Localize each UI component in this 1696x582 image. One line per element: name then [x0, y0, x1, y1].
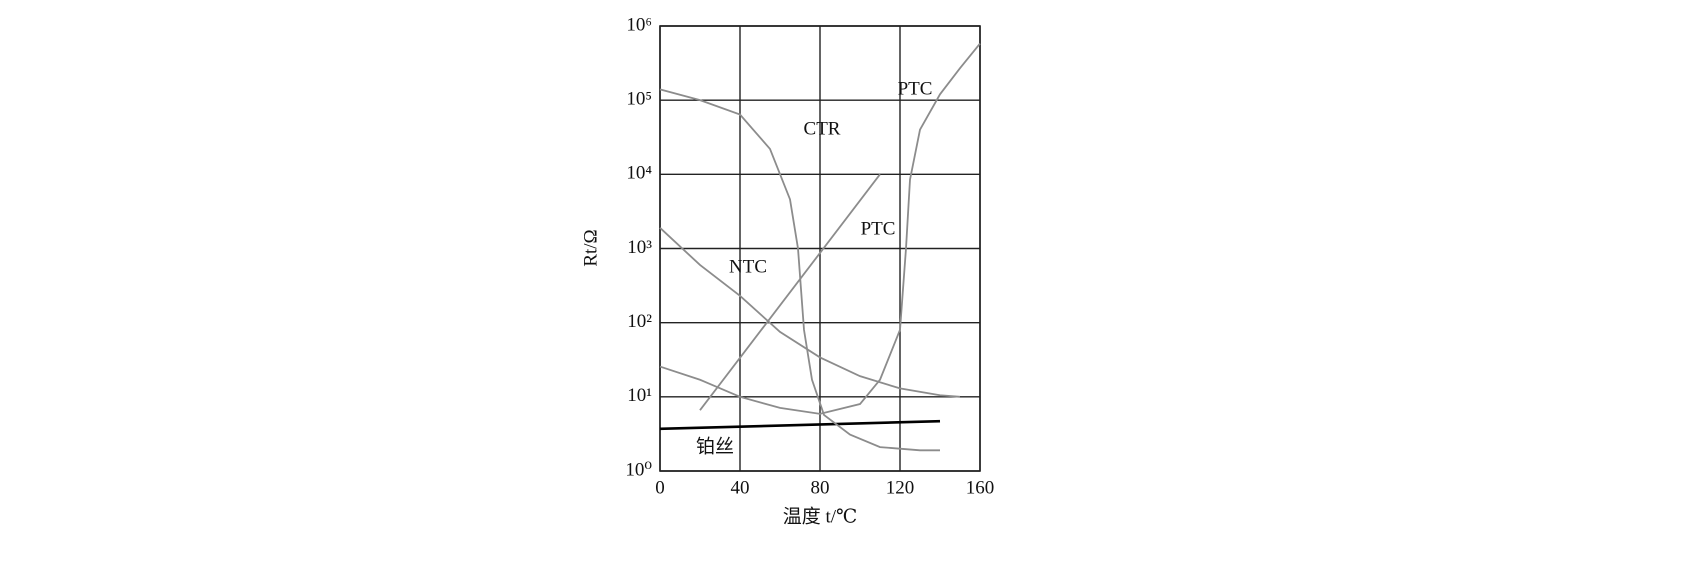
x-axis-label: 温度 t/℃	[783, 505, 858, 527]
y-axis-label: Rt/Ω	[580, 229, 601, 266]
y-tick-label: 10⁵	[626, 89, 652, 110]
y-tick-label: 10¹	[627, 385, 652, 406]
plot-frame	[659, 25, 981, 472]
y-tick-label: 10³	[627, 237, 652, 258]
series-line	[659, 419, 941, 431]
y-tick-label: 10⁶	[626, 14, 652, 35]
x-tick-label: 40	[731, 477, 750, 498]
series-label: NTC	[729, 256, 767, 277]
y-tick-label: 10²	[627, 311, 652, 332]
x-tick-label: 0	[655, 477, 665, 498]
x-tick-label: 160	[966, 477, 995, 498]
series-line	[659, 88, 940, 452]
y-tick-label: 10⁰	[625, 459, 652, 480]
series-line	[659, 42, 981, 415]
series-label: PTC	[898, 78, 933, 99]
x-tick-label: 80	[811, 477, 830, 498]
y-tick-label: 10⁴	[626, 163, 652, 184]
series-line	[699, 173, 881, 411]
series-line	[659, 227, 961, 398]
series-label: 铂丝	[696, 435, 734, 457]
series-label: PTC	[861, 218, 896, 239]
x-tick-label: 120	[886, 477, 915, 498]
series-label: CTR	[804, 118, 841, 139]
